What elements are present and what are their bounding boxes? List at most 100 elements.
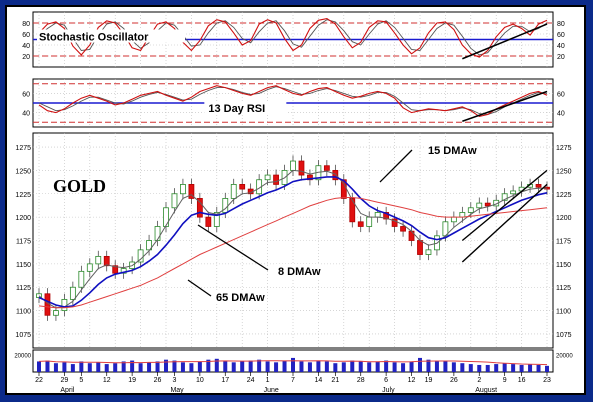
channel-lower-line xyxy=(461,183,548,263)
stoch-tick-right: 20 xyxy=(557,54,565,61)
x-tick-label: 26 xyxy=(154,377,162,384)
stoch-signal-line xyxy=(38,19,548,56)
volume-bar xyxy=(206,359,211,372)
price-candle-up xyxy=(476,202,483,209)
price-tick-right: 1250 xyxy=(556,168,572,175)
price-candle-up xyxy=(69,286,76,300)
volume-bar xyxy=(502,363,507,372)
price-tick-right: 1175 xyxy=(556,239,571,246)
volume-bar xyxy=(291,357,295,372)
volume-bar xyxy=(367,362,372,372)
x-tick-label: 28 xyxy=(357,377,365,384)
price-candle-down xyxy=(205,216,212,227)
volume-bar xyxy=(401,363,406,372)
volume-tick-left: 20000 xyxy=(14,353,31,359)
price-tick-left: 1125 xyxy=(16,285,31,292)
x-month-label: July xyxy=(382,387,395,394)
x-tick-label: 19 xyxy=(128,377,136,384)
volume-bar xyxy=(511,364,516,372)
price-tick-right: 1275 xyxy=(556,145,572,152)
volume-bar xyxy=(121,361,126,372)
x-tick-label: 10 xyxy=(196,377,204,384)
volume-bar xyxy=(172,360,177,372)
volume-bar xyxy=(197,361,202,372)
x-tick-label: 14 xyxy=(315,377,323,384)
volume-bar xyxy=(350,360,355,372)
price-candle-down xyxy=(298,160,305,176)
price-tick-left: 1275 xyxy=(15,145,31,152)
price-candle-down xyxy=(535,184,542,188)
volume-bar xyxy=(62,362,67,372)
ma-line-8-dmaw xyxy=(38,169,547,309)
volume-bar xyxy=(460,363,465,372)
volume-bar xyxy=(96,362,101,372)
volume-bar xyxy=(375,361,380,372)
volume-bar xyxy=(307,362,312,372)
volume-bar xyxy=(409,361,414,372)
x-tick-label: 23 xyxy=(543,377,551,384)
price-tick-left: 1150 xyxy=(16,262,31,269)
x-tick-label: 29 xyxy=(61,377,69,384)
price-tick-right: 1100 xyxy=(556,309,571,316)
price-candle-down xyxy=(103,255,110,267)
volume-bar xyxy=(434,360,439,372)
stoch-title-bg xyxy=(37,29,185,43)
volume-bar xyxy=(87,363,92,372)
volume-bar xyxy=(265,361,270,372)
price-candle-up xyxy=(230,184,237,199)
volume-bar xyxy=(418,357,422,372)
volume-bar xyxy=(341,362,346,372)
price-candle-up xyxy=(264,174,271,181)
x-tick-label: 24 xyxy=(247,377,255,384)
price-candle-up xyxy=(95,255,102,265)
price-candle-up xyxy=(137,249,144,263)
stoch-tick-left: 80 xyxy=(22,21,30,28)
volume-bar xyxy=(240,361,245,372)
rsi-tick-left: 40 xyxy=(22,111,30,118)
ma-line-65-dmaw xyxy=(38,197,548,309)
price-tick-left: 1250 xyxy=(15,168,31,175)
volume-bar xyxy=(214,358,219,372)
x-tick-label: 6 xyxy=(384,377,388,384)
ma-line-15-dmaw xyxy=(38,176,548,308)
price-tick-right: 1150 xyxy=(556,262,571,269)
volume-bar xyxy=(426,359,431,372)
x-tick-label: 7 xyxy=(291,377,295,384)
volume-bar xyxy=(45,360,50,372)
x-tick-label: 17 xyxy=(221,377,229,384)
volume-bar xyxy=(468,364,473,372)
rsi-main-line xyxy=(38,85,548,117)
volume-bar xyxy=(274,362,279,372)
price-candle-up xyxy=(86,263,93,272)
x-tick-label: 19 xyxy=(425,377,433,384)
volume-bar xyxy=(443,361,448,372)
volume-bar xyxy=(37,361,41,372)
rsi-tick-right: 60 xyxy=(557,91,565,98)
annotation-bg xyxy=(214,290,265,304)
price-candle-up xyxy=(171,193,178,209)
volume-bar xyxy=(164,359,168,372)
price-candle-up xyxy=(163,207,169,227)
price-tick-left: 1075 xyxy=(15,332,31,339)
volume-bar xyxy=(147,362,152,372)
price-candle-down xyxy=(332,169,339,181)
price-candle-up xyxy=(467,207,474,213)
volume-bar xyxy=(53,363,58,372)
price-candle-down xyxy=(383,212,390,220)
price-candle-up xyxy=(53,310,59,316)
volume-bar xyxy=(477,364,482,372)
price-candle-down xyxy=(196,198,203,218)
rsi-trendline xyxy=(462,90,548,122)
stoch-tick-left: 20 xyxy=(22,54,30,61)
price-candle-down xyxy=(307,174,313,181)
price-candle-up xyxy=(510,190,517,195)
price-candle-up xyxy=(374,212,381,218)
volume-average-line xyxy=(38,360,548,366)
stoch-trendline xyxy=(462,23,548,60)
annotation-bg xyxy=(426,143,477,157)
annotation-leader-line xyxy=(197,224,269,271)
price-candle-down xyxy=(273,174,279,185)
volume-bar xyxy=(223,360,228,372)
stoch-tick-right: 60 xyxy=(557,32,565,39)
volume-bar xyxy=(519,364,524,372)
